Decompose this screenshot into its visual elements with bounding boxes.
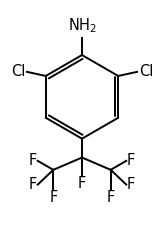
Text: F: F [49,189,57,204]
Text: F: F [29,177,37,193]
Text: F: F [127,153,135,168]
Text: F: F [107,189,115,204]
Text: F: F [29,153,37,168]
Text: Cl: Cl [139,64,153,79]
Text: F: F [127,177,135,193]
Text: Cl: Cl [11,64,25,79]
Text: F: F [78,176,86,191]
Text: NH$_2$: NH$_2$ [68,17,96,35]
